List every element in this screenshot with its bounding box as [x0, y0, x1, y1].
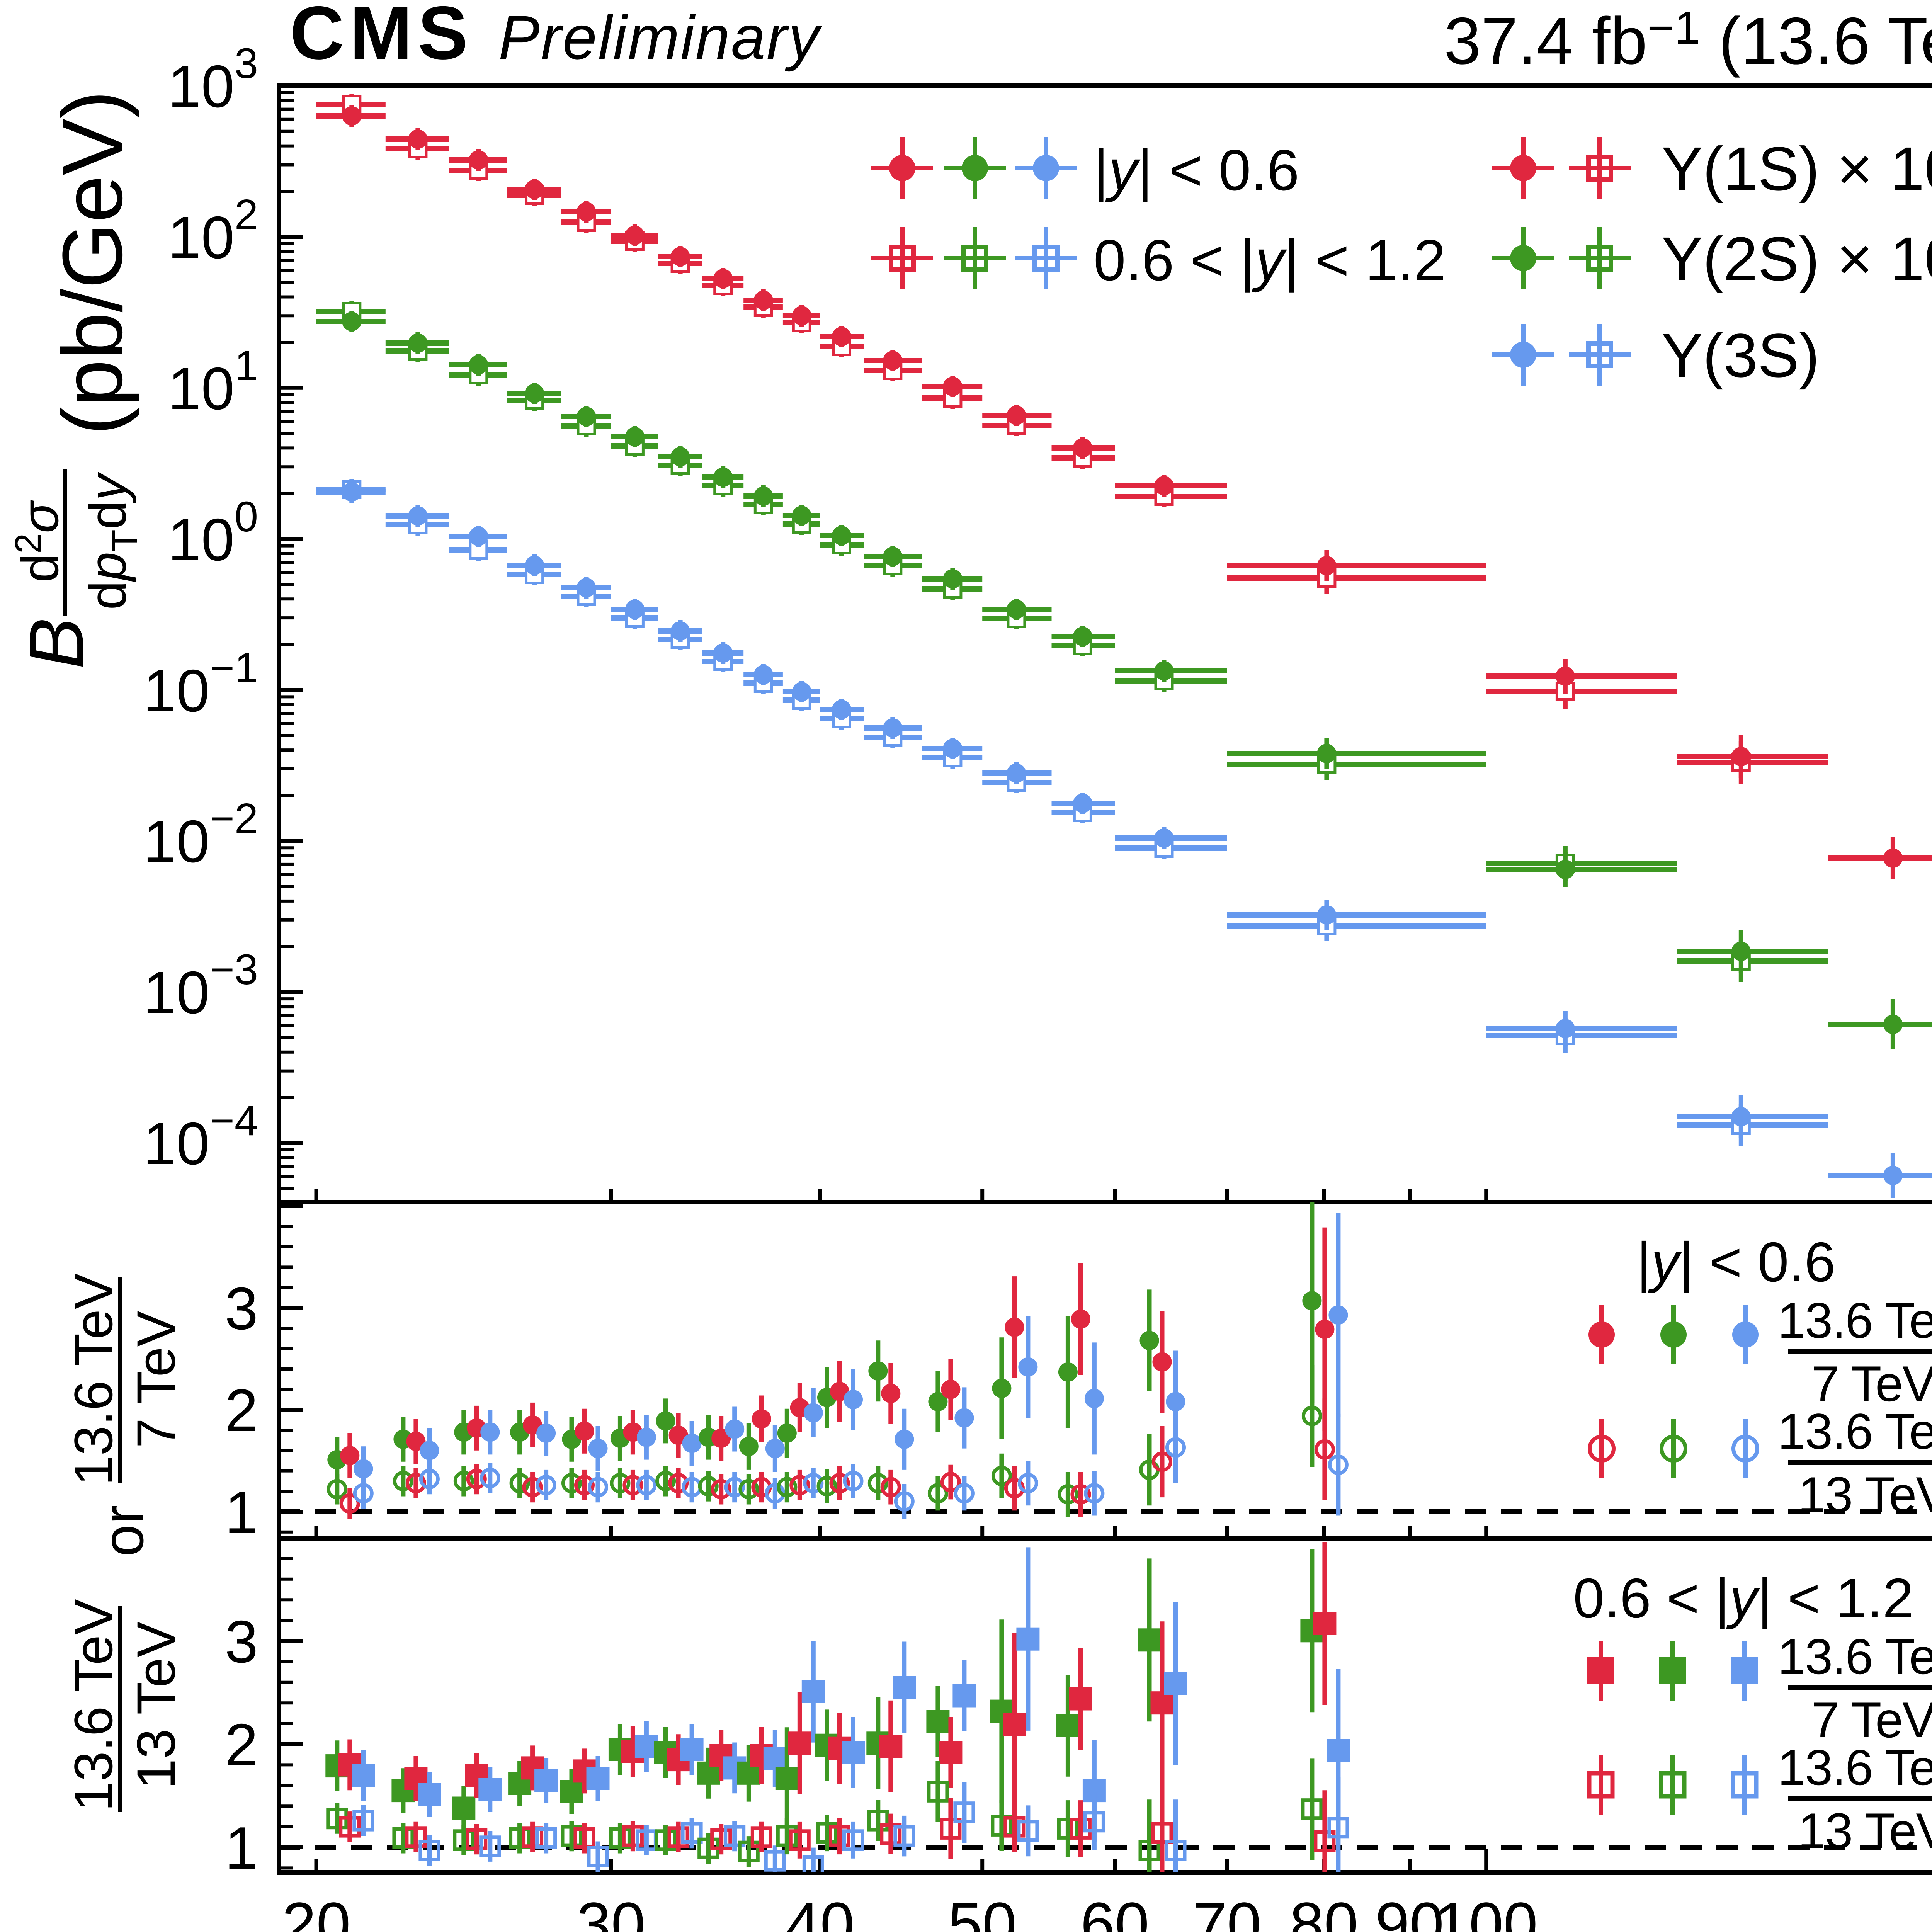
svg-text:Y(1S) × 100: Y(1S) × 100 — [1662, 134, 1932, 203]
svg-text:60: 60 — [1080, 1889, 1149, 1932]
svg-text:0.6 < |y| < 1.2: 0.6 < |y| < 1.2 — [1094, 228, 1446, 293]
svg-text:2: 2 — [225, 1377, 258, 1444]
svg-text:|y| < 0.6: |y| < 0.6 — [1637, 1231, 1836, 1293]
svg-text:13.6 TeV: 13.6 TeV — [63, 1273, 124, 1486]
svg-text:d2σ: d2σ — [8, 500, 69, 583]
svg-text:13.6 TeV: 13.6 TeV — [1778, 1739, 1932, 1796]
svg-text:CMS: CMS — [290, 0, 473, 75]
svg-text:30: 30 — [577, 1889, 645, 1932]
svg-text:3: 3 — [225, 1275, 258, 1342]
svg-text:Preliminary: Preliminary — [498, 3, 823, 72]
svg-text:50: 50 — [948, 1889, 1017, 1932]
svg-text:13.6 TeV: 13.6 TeV — [1778, 1292, 1932, 1349]
svg-text:70: 70 — [1192, 1889, 1261, 1932]
svg-text:1: 1 — [225, 1815, 258, 1881]
svg-text:dpTdy: dpTdy — [78, 471, 145, 610]
svg-text:90: 90 — [1375, 1889, 1444, 1932]
svg-text:13.6 TeV: 13.6 TeV — [63, 1599, 124, 1811]
svg-text:Y(2S) × 10: Y(2S) × 10 — [1662, 224, 1932, 293]
svg-text:3: 3 — [225, 1608, 258, 1675]
svg-text:7 TeV: 7 TeV — [1811, 1355, 1932, 1412]
svg-text:80: 80 — [1289, 1889, 1358, 1932]
svg-text:13 TeV: 13 TeV — [126, 1621, 186, 1789]
svg-text:13.6 TeV: 13.6 TeV — [1778, 1628, 1932, 1685]
svg-text:0.6 < |y| < 1.2: 0.6 < |y| < 1.2 — [1573, 1567, 1914, 1629]
svg-text:|y| < 0.6: |y| < 0.6 — [1094, 138, 1299, 202]
svg-text:Y(3S): Y(3S) — [1662, 321, 1820, 390]
svg-text:or: or — [90, 1505, 155, 1556]
svg-text:7 TeV: 7 TeV — [1811, 1692, 1932, 1748]
svg-text:37.4 fb−1 (13.6 TeV): 37.4 fb−1 (13.6 TeV) — [1444, 2, 1932, 78]
svg-text:13.6 TeV: 13.6 TeV — [1778, 1403, 1932, 1459]
svg-text:2: 2 — [225, 1711, 258, 1778]
svg-text:7 TeV: 7 TeV — [126, 1311, 186, 1448]
svg-text:(pb/GeV): (pb/GeV) — [45, 90, 140, 435]
svg-text:13 TeV: 13 TeV — [1798, 1803, 1932, 1859]
svg-text:20: 20 — [282, 1889, 351, 1932]
svg-text:13 TeV: 13 TeV — [1798, 1466, 1932, 1523]
svg-text:B: B — [14, 617, 100, 669]
svg-text:100: 100 — [1435, 1889, 1538, 1932]
svg-text:1: 1 — [225, 1479, 258, 1546]
svg-text:40: 40 — [786, 1889, 854, 1932]
